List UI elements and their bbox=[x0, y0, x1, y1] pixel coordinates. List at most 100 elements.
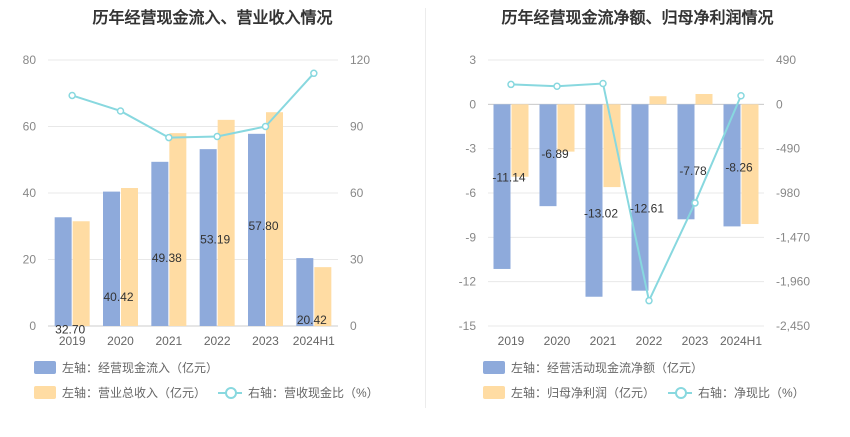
legend-swatch-line bbox=[668, 386, 692, 399]
ratio-point bbox=[553, 82, 561, 90]
data-label: 57.80 bbox=[248, 219, 278, 233]
ratio-point bbox=[165, 133, 173, 142]
ratio-point bbox=[213, 132, 221, 141]
y-tick-left: -3 bbox=[465, 142, 476, 156]
bar-primary bbox=[151, 161, 169, 326]
x-tick-label: 2021 bbox=[155, 334, 182, 348]
bar-secondary bbox=[695, 93, 713, 105]
bar-primary bbox=[199, 149, 217, 326]
bar-primary bbox=[296, 258, 314, 326]
legend-label: 右轴：营收现金比（%） bbox=[248, 386, 379, 400]
data-label: -13.02 bbox=[584, 207, 618, 221]
ratio-point bbox=[261, 122, 270, 131]
bar-secondary bbox=[121, 188, 138, 326]
x-tick-label: 2024H1 bbox=[720, 334, 762, 348]
legend-item-net-cash-ratio[interactable]: 右轴：净现比（%） bbox=[668, 384, 805, 401]
chart-title: 历年经营现金流净额、归母净利润情况 bbox=[501, 8, 774, 27]
legend-label: 左轴：经营现金流入（亿元） bbox=[62, 361, 219, 375]
data-label: 40.42 bbox=[103, 290, 133, 304]
x-tick-label: 2022 bbox=[204, 334, 231, 348]
chart-left-plot: 80 120 60 90 40 60 20 30 0 0 2019 2020 2021 2022 2023 2… bbox=[23, 53, 371, 348]
bar-secondary bbox=[649, 96, 667, 105]
y-tick-left: -15 bbox=[459, 319, 477, 333]
ratio-point bbox=[645, 296, 653, 305]
bar-secondary bbox=[603, 104, 621, 188]
legend-label: 右轴：净现比（%） bbox=[698, 386, 805, 400]
bar-primary bbox=[539, 104, 557, 207]
bar-primary bbox=[493, 104, 511, 269]
legend-label: 左轴：营业总收入（亿元） bbox=[62, 386, 207, 400]
legend-swatch-bar bbox=[483, 386, 505, 399]
y-tick-left: 20 bbox=[23, 253, 37, 267]
data-label: -7.78 bbox=[679, 164, 707, 178]
y-tick-right: 120 bbox=[350, 53, 370, 67]
x-tick-label: 2019 bbox=[59, 334, 86, 348]
legend-label: 左轴：归母净利润（亿元） bbox=[511, 386, 656, 400]
y-tick-left: 0 bbox=[29, 319, 36, 333]
y-tick-left: 0 bbox=[469, 97, 476, 111]
bar-primary bbox=[677, 104, 695, 220]
bar-primary bbox=[723, 104, 741, 227]
ratio-line bbox=[71, 72, 315, 139]
y-tick-right: -980 bbox=[776, 186, 800, 200]
bar-primary bbox=[248, 133, 265, 326]
chart-right-plot: 3 490 0 0 -3 -490 -6 -980 -9 -1,470 -12 -1,960 -15 -2… bbox=[459, 53, 811, 348]
y-tick-right: 90 bbox=[350, 120, 364, 134]
y-tick-left: 60 bbox=[23, 120, 37, 134]
bar-secondary bbox=[266, 112, 283, 326]
legend-swatch-line bbox=[218, 386, 242, 399]
panel-divider bbox=[425, 8, 426, 408]
legend-swatch-bar bbox=[34, 361, 56, 374]
bar-primary bbox=[585, 104, 603, 297]
x-tick-label: 2022 bbox=[636, 334, 663, 348]
x-tick-label: 2020 bbox=[107, 334, 134, 348]
y-tick-right: 490 bbox=[776, 53, 796, 67]
data-label: -6.89 bbox=[541, 147, 569, 161]
y-tick-left: 80 bbox=[23, 53, 37, 67]
ratio-point bbox=[507, 80, 515, 89]
data-label: -11.14 bbox=[492, 171, 525, 185]
data-label: 20.42 bbox=[297, 313, 327, 327]
data-label: -8.26 bbox=[725, 160, 753, 174]
legend-item-cash-ratio[interactable]: 右轴：营收现金比（%） bbox=[218, 384, 379, 401]
legend-swatch-bar bbox=[34, 386, 56, 399]
data-label: 53.19 bbox=[200, 233, 230, 247]
y-tick-left: 3 bbox=[469, 53, 476, 67]
x-tick-label: 2021 bbox=[590, 334, 617, 348]
ratio-point bbox=[691, 199, 699, 207]
ratio-point bbox=[116, 107, 125, 115]
data-label: 49.38 bbox=[152, 251, 182, 265]
y-tick-right: -2,450 bbox=[776, 319, 810, 333]
y-tick-left: -12 bbox=[459, 275, 477, 289]
y-tick-left: -9 bbox=[465, 230, 476, 244]
y-tick-left: -6 bbox=[465, 186, 476, 200]
legend-item-net-cash-flow[interactable]: 左轴：经营活动现金流净额（亿元） bbox=[483, 359, 703, 376]
legend-item-net-profit[interactable]: 左轴：归母净利润（亿元） bbox=[483, 384, 655, 401]
bar-secondary bbox=[314, 267, 332, 326]
x-tick-label: 2019 bbox=[498, 334, 525, 348]
x-tick-label: 2023 bbox=[252, 334, 279, 348]
bar-secondary bbox=[557, 104, 575, 152]
legend-label: 左轴：经营活动现金流净额（亿元） bbox=[511, 361, 704, 375]
bar-secondary bbox=[511, 104, 529, 177]
ratio-point bbox=[68, 91, 76, 100]
y-tick-right: 0 bbox=[776, 97, 783, 111]
y-tick-right: 60 bbox=[350, 186, 364, 200]
legend-item-cash-inflow[interactable]: 左轴：经营现金流入（亿元） bbox=[34, 359, 218, 376]
legend-item-revenue[interactable]: 左轴：营业总收入（亿元） bbox=[34, 384, 206, 401]
x-tick-label: 2024H1 bbox=[293, 334, 335, 348]
ratio-line bbox=[510, 82, 742, 304]
bar-primary bbox=[103, 191, 120, 326]
y-tick-right: -1,470 bbox=[776, 230, 810, 244]
chart-left-panel: 历年经营现金流入、营业收入情况 80 120 60 90 40 60 20 30 0 0 2019 2… bbox=[23, 8, 379, 401]
bar-primary bbox=[631, 104, 649, 291]
legend-swatch-bar bbox=[483, 361, 505, 374]
x-tick-label: 2020 bbox=[544, 334, 571, 348]
bar-secondary bbox=[72, 221, 90, 326]
data-label: 32.70 bbox=[55, 323, 85, 337]
ratio-point bbox=[737, 91, 745, 100]
y-tick-right: -490 bbox=[776, 142, 800, 156]
ratio-point bbox=[310, 69, 318, 78]
bar-primary bbox=[54, 217, 72, 326]
x-tick-label: 2023 bbox=[682, 334, 709, 348]
